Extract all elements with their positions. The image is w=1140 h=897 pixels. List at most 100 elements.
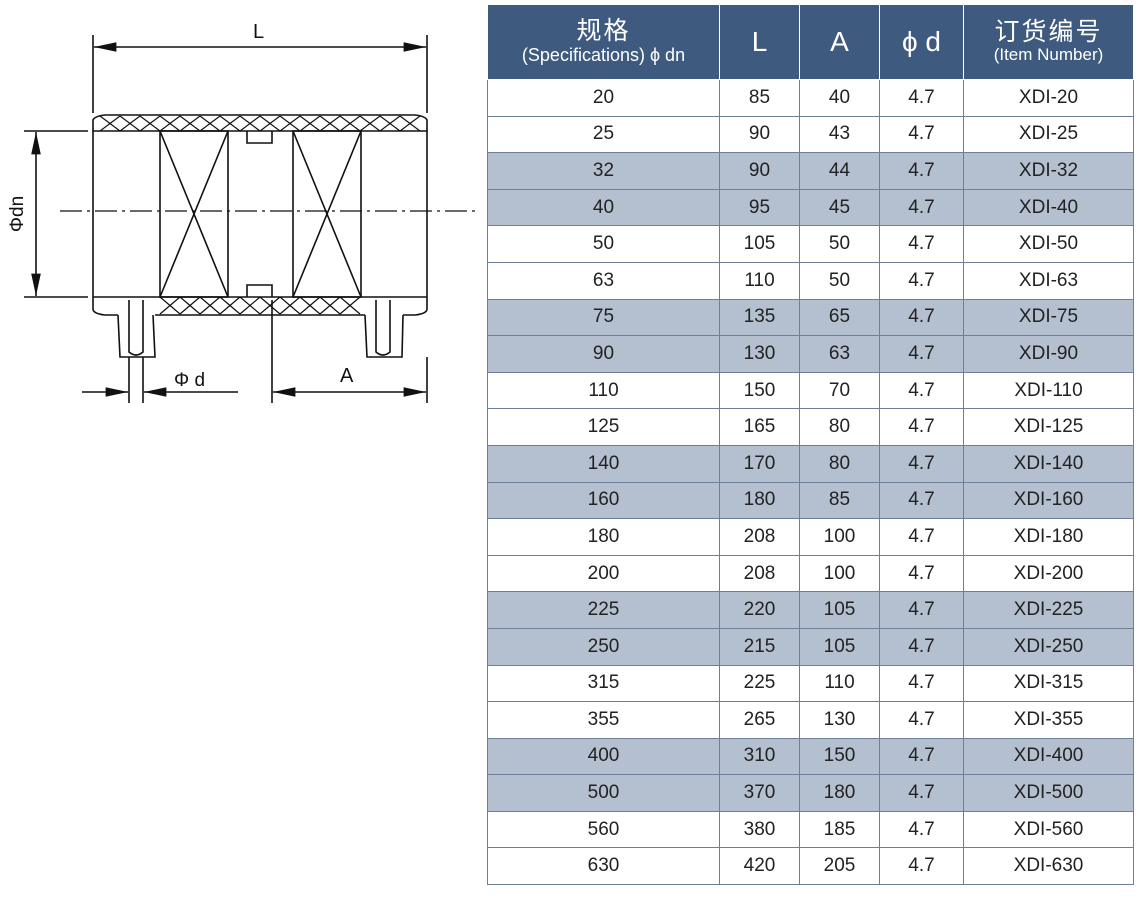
table-cell: 4.7 bbox=[879, 261, 964, 300]
table-row: 180 208 100 4.7 XDI-180 bbox=[487, 518, 1134, 556]
table-cell: XDI-560 bbox=[963, 810, 1134, 849]
table-cell: 44 bbox=[799, 152, 880, 190]
table-cell: 420 bbox=[719, 847, 800, 886]
table-cell: 110 bbox=[487, 371, 720, 410]
table-row: 40 95 45 4.7 XDI-40 bbox=[487, 188, 1134, 227]
specifications-table: 规格 (Specifications) ϕ dn L A ϕ d 订货编号 (Ite… bbox=[487, 5, 1134, 886]
table-cell: 110 bbox=[799, 664, 880, 703]
table-row: 315 225 110 4.7 XDI-315 bbox=[487, 664, 1134, 703]
table-cell: XDI-50 bbox=[963, 225, 1134, 263]
table-row: 355 265 130 4.7 XDI-355 bbox=[487, 701, 1134, 739]
table-cell: 20 bbox=[487, 79, 720, 117]
table-cell: 105 bbox=[799, 591, 880, 629]
table-row: 225 220 105 4.7 XDI-225 bbox=[487, 591, 1134, 629]
table-row: 75 135 65 4.7 XDI-75 bbox=[487, 298, 1134, 337]
header-specifications: 规格 (Specifications) ϕ dn bbox=[487, 5, 720, 80]
table-cell: 165 bbox=[719, 408, 800, 446]
table-cell: 4.7 bbox=[879, 847, 964, 886]
table-cell: 400 bbox=[487, 737, 720, 776]
table-cell: 43 bbox=[799, 115, 880, 154]
table-cell: XDI-200 bbox=[963, 554, 1134, 593]
table-cell: 140 bbox=[487, 444, 720, 483]
table-cell: 560 bbox=[487, 810, 720, 849]
table-row: 500 370 180 4.7 XDI-500 bbox=[487, 774, 1134, 812]
table-cell: XDI-225 bbox=[963, 591, 1134, 629]
table-cell: 80 bbox=[799, 408, 880, 446]
table-cell: 170 bbox=[719, 444, 800, 483]
table-cell: 4.7 bbox=[879, 701, 964, 739]
table-cell: XDI-90 bbox=[963, 335, 1134, 373]
table-cell: 4.7 bbox=[879, 591, 964, 629]
table-cell: XDI-630 bbox=[963, 847, 1134, 886]
table-cell: 205 bbox=[799, 847, 880, 886]
table-cell: 4.7 bbox=[879, 444, 964, 483]
table-cell: 180 bbox=[487, 518, 720, 556]
table-cell: 80 bbox=[799, 444, 880, 483]
table-cell: XDI-160 bbox=[963, 481, 1134, 520]
table-cell: 310 bbox=[719, 737, 800, 776]
header-L: L bbox=[719, 5, 800, 80]
table-cell: 315 bbox=[487, 664, 720, 703]
table-cell: 4.7 bbox=[879, 371, 964, 410]
table-cell: 185 bbox=[799, 810, 880, 849]
table-cell: 95 bbox=[719, 188, 800, 227]
table-cell: 4.7 bbox=[879, 188, 964, 227]
table-cell: 90 bbox=[719, 115, 800, 154]
table-cell: 70 bbox=[799, 371, 880, 410]
table-cell: 40 bbox=[487, 188, 720, 227]
table-cell: 110 bbox=[719, 261, 800, 300]
table-header-row: 规格 (Specifications) ϕ dn L A ϕ d 订货编号 (Ite… bbox=[487, 5, 1134, 80]
table-cell: 150 bbox=[719, 371, 800, 410]
table-cell: 4.7 bbox=[879, 115, 964, 154]
table-cell: 4.7 bbox=[879, 774, 964, 812]
table-row: 160 180 85 4.7 XDI-160 bbox=[487, 481, 1134, 520]
table-cell: 250 bbox=[487, 627, 720, 666]
table-cell: 208 bbox=[719, 554, 800, 593]
dimension-A-label: A bbox=[340, 365, 354, 387]
table-cell: 225 bbox=[719, 664, 800, 703]
table-cell: 208 bbox=[719, 518, 800, 556]
table-cell: XDI-110 bbox=[963, 371, 1134, 410]
table-row: 630 420 205 4.7 XDI-630 bbox=[487, 847, 1134, 886]
table-row: 90 130 63 4.7 XDI-90 bbox=[487, 335, 1134, 373]
table-cell: 50 bbox=[799, 261, 880, 300]
table-cell: 4.7 bbox=[879, 518, 964, 556]
table-cell: XDI-355 bbox=[963, 701, 1134, 739]
table-cell: 220 bbox=[719, 591, 800, 629]
table-row: 25 90 43 4.7 XDI-25 bbox=[487, 115, 1134, 154]
table-row: 250 215 105 4.7 XDI-250 bbox=[487, 627, 1134, 666]
table-cell: XDI-32 bbox=[963, 152, 1134, 190]
table-cell: 180 bbox=[799, 774, 880, 812]
table-row: 63 110 50 4.7 XDI-63 bbox=[487, 261, 1134, 300]
table-cell: XDI-125 bbox=[963, 408, 1134, 446]
table-cell: XDI-40 bbox=[963, 188, 1134, 227]
header-A: A bbox=[799, 5, 880, 80]
table-row: 110 150 70 4.7 XDI-110 bbox=[487, 371, 1134, 410]
table-cell: XDI-75 bbox=[963, 298, 1134, 337]
table-cell: 4.7 bbox=[879, 408, 964, 446]
table-cell: 105 bbox=[719, 225, 800, 263]
table-cell: 90 bbox=[719, 152, 800, 190]
table-cell: 105 bbox=[799, 627, 880, 666]
table-cell: 63 bbox=[799, 335, 880, 373]
table-cell: XDI-63 bbox=[963, 261, 1134, 300]
table-cell: 63 bbox=[487, 261, 720, 300]
table-cell: 130 bbox=[719, 335, 800, 373]
table-row: 20 85 40 4.7 XDI-20 bbox=[487, 79, 1134, 117]
table-cell: 4.7 bbox=[879, 225, 964, 263]
table-cell: 265 bbox=[719, 701, 800, 739]
table-cell: 355 bbox=[487, 701, 720, 739]
table-cell: 135 bbox=[719, 298, 800, 337]
table-cell: 200 bbox=[487, 554, 720, 593]
table-cell: 40 bbox=[799, 79, 880, 117]
table-cell: 45 bbox=[799, 188, 880, 227]
table-row: 32 90 44 4.7 XDI-32 bbox=[487, 152, 1134, 190]
table-row: 400 310 150 4.7 XDI-400 bbox=[487, 737, 1134, 776]
table-row: 200 208 100 4.7 XDI-200 bbox=[487, 554, 1134, 593]
table-cell: 4.7 bbox=[879, 554, 964, 593]
table-cell: 75 bbox=[487, 298, 720, 337]
header-item-number: 订货编号 (Item Number) bbox=[963, 5, 1134, 80]
table-cell: 380 bbox=[719, 810, 800, 849]
table-cell: 85 bbox=[719, 79, 800, 117]
table-cell: 370 bbox=[719, 774, 800, 812]
